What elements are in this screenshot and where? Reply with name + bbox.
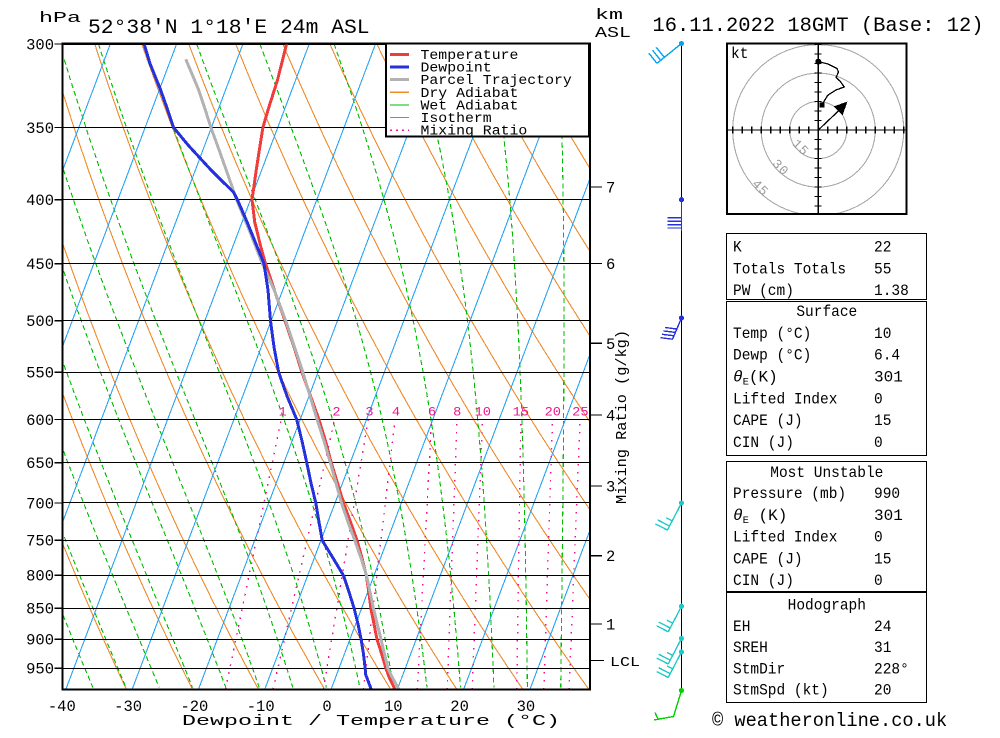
svg-text:6: 6 <box>428 405 436 420</box>
svg-text:55: 55 <box>874 260 891 278</box>
svg-text:15: 15 <box>513 405 529 420</box>
svg-text:-40: -40 <box>48 698 76 716</box>
svg-text:Hodograph: Hodograph <box>788 597 866 615</box>
svg-text:22: 22 <box>874 239 891 257</box>
svg-text:CIN (J): CIN (J) <box>733 572 794 590</box>
svg-text:SREH: SREH <box>733 639 768 657</box>
svg-text:6.4: 6.4 <box>874 347 900 365</box>
svg-text:θE (K): θE (K) <box>733 507 787 527</box>
svg-text:Mixing Ratio (g/kg): Mixing Ratio (g/kg) <box>614 330 631 504</box>
svg-text:550: 550 <box>26 365 54 383</box>
svg-text:2: 2 <box>332 405 340 420</box>
svg-text:Pressure (mb): Pressure (mb) <box>733 485 846 503</box>
svg-text:0: 0 <box>874 434 883 452</box>
svg-text:Lifted Index: Lifted Index <box>733 390 837 408</box>
svg-text:Most Unstable: Most Unstable <box>770 464 883 482</box>
svg-text:500: 500 <box>26 313 54 331</box>
svg-text:950: 950 <box>26 661 54 679</box>
svg-text:Isotherm: Isotherm <box>421 112 492 127</box>
svg-text:4: 4 <box>606 408 615 426</box>
svg-text:-10: -10 <box>247 698 275 716</box>
svg-text:hPa: hPa <box>39 10 81 27</box>
svg-text:0: 0 <box>874 390 883 408</box>
svg-text:52°38'N 1°18'E 24m ASL: 52°38'N 1°18'E 24m ASL <box>88 17 370 40</box>
svg-text:0: 0 <box>322 698 331 716</box>
svg-text:15: 15 <box>874 412 891 430</box>
svg-text:ASL: ASL <box>595 25 631 42</box>
svg-text:400: 400 <box>26 192 54 210</box>
svg-text:8: 8 <box>453 405 461 420</box>
svg-text:30: 30 <box>517 698 536 716</box>
svg-text:350: 350 <box>26 120 54 138</box>
svg-text:© weatheronline.co.uk: © weatheronline.co.uk <box>712 710 947 732</box>
svg-text:Temp (°C): Temp (°C) <box>733 325 811 343</box>
svg-text:Wet Adiabat: Wet Adiabat <box>421 99 519 114</box>
svg-text:1: 1 <box>279 405 287 420</box>
svg-text:800: 800 <box>26 568 54 586</box>
svg-text:600: 600 <box>26 412 54 430</box>
svg-text:θE(K): θE(K) <box>733 369 778 389</box>
svg-text:StmSpd (kt): StmSpd (kt) <box>733 682 829 700</box>
svg-text:7: 7 <box>606 180 615 198</box>
svg-text:Dewp (°C): Dewp (°C) <box>733 347 811 365</box>
svg-text:10: 10 <box>874 325 891 343</box>
svg-text:Temperature: Temperature <box>421 49 519 64</box>
svg-text:650: 650 <box>26 455 54 473</box>
svg-text:CAPE (J): CAPE (J) <box>733 550 803 568</box>
svg-text:EH: EH <box>733 618 750 636</box>
svg-text:25: 25 <box>572 405 588 420</box>
svg-text:990: 990 <box>874 485 900 503</box>
svg-text:10: 10 <box>475 405 491 420</box>
svg-text:20: 20 <box>874 682 891 700</box>
svg-text:20: 20 <box>450 698 469 716</box>
svg-text:24: 24 <box>874 618 891 636</box>
svg-text:Parcel Trajectory: Parcel Trajectory <box>421 74 572 89</box>
svg-text:15: 15 <box>874 550 891 568</box>
svg-text:LCL: LCL <box>610 655 640 671</box>
svg-text:301: 301 <box>874 507 903 525</box>
svg-text:CIN (J): CIN (J) <box>733 434 794 452</box>
svg-text:Mixing Ratio: Mixing Ratio <box>421 125 528 140</box>
svg-text:3: 3 <box>365 405 373 420</box>
svg-text:6: 6 <box>606 256 615 274</box>
svg-text:0: 0 <box>874 572 883 590</box>
svg-text:CAPE (J): CAPE (J) <box>733 412 803 430</box>
svg-text:450: 450 <box>26 256 54 274</box>
svg-text:31: 31 <box>874 639 891 657</box>
svg-text:3: 3 <box>606 479 615 497</box>
svg-text:20: 20 <box>545 405 561 420</box>
svg-text:Surface: Surface <box>796 303 857 321</box>
svg-text:300: 300 <box>26 36 54 54</box>
svg-text:0: 0 <box>874 529 883 547</box>
svg-text:301: 301 <box>874 369 903 387</box>
svg-text:750: 750 <box>26 533 54 551</box>
svg-text:228°: 228° <box>874 660 909 678</box>
svg-text:1.38: 1.38 <box>874 282 909 300</box>
svg-text:Dry Adiabat: Dry Adiabat <box>421 87 519 102</box>
svg-text:Lifted Index: Lifted Index <box>733 529 837 547</box>
svg-text:900: 900 <box>26 631 54 649</box>
svg-text:Dewpoint: Dewpoint <box>421 62 492 77</box>
svg-text:5: 5 <box>606 336 615 354</box>
svg-text:4: 4 <box>392 405 400 420</box>
svg-text:-20: -20 <box>180 698 208 716</box>
svg-text:850: 850 <box>26 601 54 619</box>
svg-text:2: 2 <box>606 548 615 566</box>
svg-text:10: 10 <box>384 698 403 716</box>
svg-text:kt: kt <box>731 45 748 63</box>
svg-text:Totals Totals: Totals Totals <box>733 260 846 278</box>
svg-text:km: km <box>595 7 623 24</box>
svg-text:-30: -30 <box>114 698 142 716</box>
svg-text:K: K <box>733 239 742 257</box>
svg-text:1: 1 <box>606 617 615 635</box>
svg-text:PW (cm): PW (cm) <box>733 282 794 300</box>
svg-text:700: 700 <box>26 495 54 513</box>
svg-text:Dewpoint / Temperature (°C): Dewpoint / Temperature (°C) <box>182 713 560 730</box>
svg-text:StmDir: StmDir <box>733 660 785 678</box>
svg-text:16.11.2022 18GMT (Base: 12): 16.11.2022 18GMT (Base: 12) <box>653 15 984 38</box>
